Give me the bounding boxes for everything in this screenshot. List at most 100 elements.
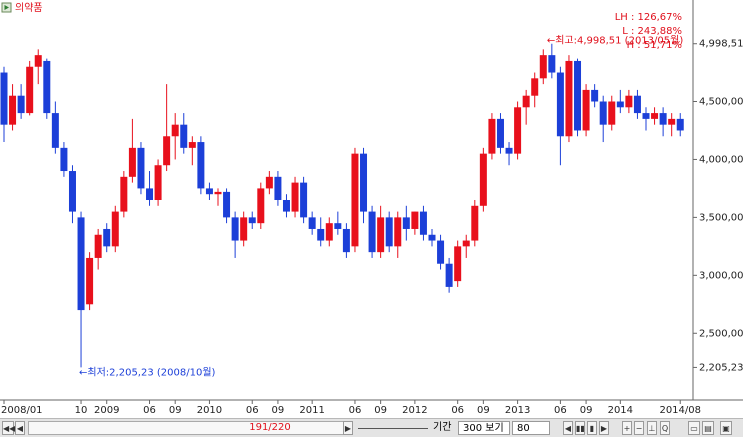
y-tick-label: 4,000,00 bbox=[699, 154, 743, 165]
button[interactable]: Q bbox=[660, 421, 670, 435]
candle-body bbox=[351, 153, 359, 247]
count-field[interactable]: 80 bbox=[512, 421, 550, 435]
x-tick-label: 06 bbox=[143, 405, 156, 416]
candle-body bbox=[625, 95, 633, 108]
candle-body bbox=[385, 217, 393, 247]
candle-body bbox=[265, 176, 273, 189]
candle-body bbox=[454, 246, 462, 282]
x-tick-label: 2010 bbox=[197, 405, 222, 416]
candle-body bbox=[496, 118, 504, 148]
button[interactable]: ◀ bbox=[15, 421, 25, 435]
candle-body bbox=[488, 118, 496, 154]
candle-body bbox=[34, 55, 42, 67]
button[interactable]: ▶ bbox=[599, 421, 609, 435]
candle-body bbox=[231, 217, 239, 241]
candle-body bbox=[651, 113, 659, 119]
candle-body bbox=[437, 240, 445, 264]
x-tick-label: 2012 bbox=[402, 405, 427, 416]
candle-body bbox=[60, 147, 68, 172]
stats-box: LH : 126,67% L : 243,88% H : 51,71% bbox=[615, 12, 682, 51]
y-tick-label: 2,500,00 bbox=[699, 328, 743, 339]
x-tick-label: 2011 bbox=[299, 405, 324, 416]
candle-body bbox=[548, 55, 556, 73]
candle-body bbox=[642, 113, 650, 119]
candle-body bbox=[591, 89, 599, 102]
x-tick-label: 09 bbox=[272, 405, 285, 416]
button[interactable]: − bbox=[634, 421, 644, 435]
button[interactable]: + bbox=[622, 421, 632, 435]
x-tick-label: 09 bbox=[169, 405, 182, 416]
toolbar: ◀◀ ◀ 191/220 ▶ 기간 300 보기 80 ◀ ▮▮ ▮ ▶ + −… bbox=[0, 418, 743, 437]
max-annotation: ←최고:4,998,51 (2013/05월) bbox=[547, 35, 684, 47]
button[interactable]: ⊥ bbox=[647, 421, 657, 435]
y-tick-label: 3,000,00 bbox=[699, 270, 743, 281]
stats-line: H : 51,71% bbox=[627, 40, 682, 51]
candle-body bbox=[394, 217, 402, 247]
candle-body bbox=[77, 217, 85, 311]
candle-body bbox=[419, 211, 427, 235]
background bbox=[0, 0, 743, 418]
candle-body bbox=[471, 205, 479, 241]
candle-body bbox=[154, 165, 162, 200]
candle-body bbox=[51, 113, 59, 148]
candle-body bbox=[342, 228, 350, 253]
candle-body bbox=[68, 171, 76, 212]
period-label: 기간 bbox=[433, 422, 452, 433]
candle-body bbox=[94, 234, 102, 258]
x-tick-label: 06 bbox=[349, 405, 362, 416]
chart-title: 의약품 bbox=[15, 2, 43, 14]
button[interactable]: ▣ bbox=[720, 421, 732, 435]
x-tick-label: 09 bbox=[477, 405, 490, 416]
button[interactable]: ◀◀ bbox=[2, 421, 15, 435]
candle-body bbox=[368, 211, 376, 253]
candle-body bbox=[257, 188, 265, 224]
candle-body bbox=[308, 217, 316, 229]
y-tick-label: 4,998,51 bbox=[699, 39, 743, 50]
button[interactable]: ◀ bbox=[563, 421, 573, 435]
button[interactable]: ▤ bbox=[702, 421, 714, 435]
candle-body bbox=[608, 101, 616, 125]
icon-arrow bbox=[4, 5, 9, 10]
candle-body bbox=[445, 263, 453, 287]
candle-body bbox=[360, 153, 368, 212]
candle-body bbox=[128, 147, 136, 177]
y-tick-label: 4,500,00 bbox=[699, 97, 743, 108]
candle-body bbox=[137, 147, 145, 189]
chart: 의약품 LH : 126,67% L : 243,88% H : 51,71% 4,… bbox=[0, 0, 743, 418]
candle-body bbox=[120, 176, 128, 212]
candle-body bbox=[633, 95, 641, 114]
candle-body bbox=[300, 182, 308, 218]
candle-body bbox=[180, 124, 188, 148]
button[interactable]: ▮ bbox=[587, 421, 597, 435]
candle-body bbox=[556, 72, 564, 137]
view-count[interactable]: 300 보기 bbox=[458, 421, 510, 435]
candle-body bbox=[248, 217, 256, 224]
candle-body bbox=[325, 223, 333, 241]
candle-body bbox=[377, 217, 385, 253]
candle-body bbox=[514, 107, 522, 154]
candle-body bbox=[505, 147, 513, 154]
x-tick-label: 2014 bbox=[608, 405, 633, 416]
candle-body bbox=[214, 191, 222, 195]
candle-body bbox=[163, 136, 171, 166]
candle-body bbox=[103, 228, 111, 247]
candle-body bbox=[582, 89, 590, 131]
candle-body bbox=[43, 60, 51, 114]
button[interactable]: ▶ bbox=[343, 421, 353, 435]
candle-body bbox=[0, 72, 8, 125]
candle-body bbox=[402, 217, 410, 229]
x-tick-label: 10 bbox=[75, 405, 88, 416]
zoom-slider[interactable] bbox=[358, 421, 428, 429]
candle-body bbox=[188, 142, 196, 148]
x-tick-label: 2008/01 bbox=[1, 405, 43, 416]
candle-body bbox=[223, 191, 231, 218]
stats-line: L : 243,88% bbox=[622, 26, 682, 37]
button[interactable]: ▮▮ bbox=[575, 421, 585, 435]
candle-body bbox=[574, 60, 582, 131]
x-tick-label: 2014/08 bbox=[659, 405, 701, 416]
x-tick-label: 06 bbox=[451, 405, 464, 416]
y-tick-label: 2,205,23 bbox=[699, 362, 743, 373]
button[interactable]: ▭ bbox=[688, 421, 700, 435]
candle-body bbox=[111, 211, 119, 247]
